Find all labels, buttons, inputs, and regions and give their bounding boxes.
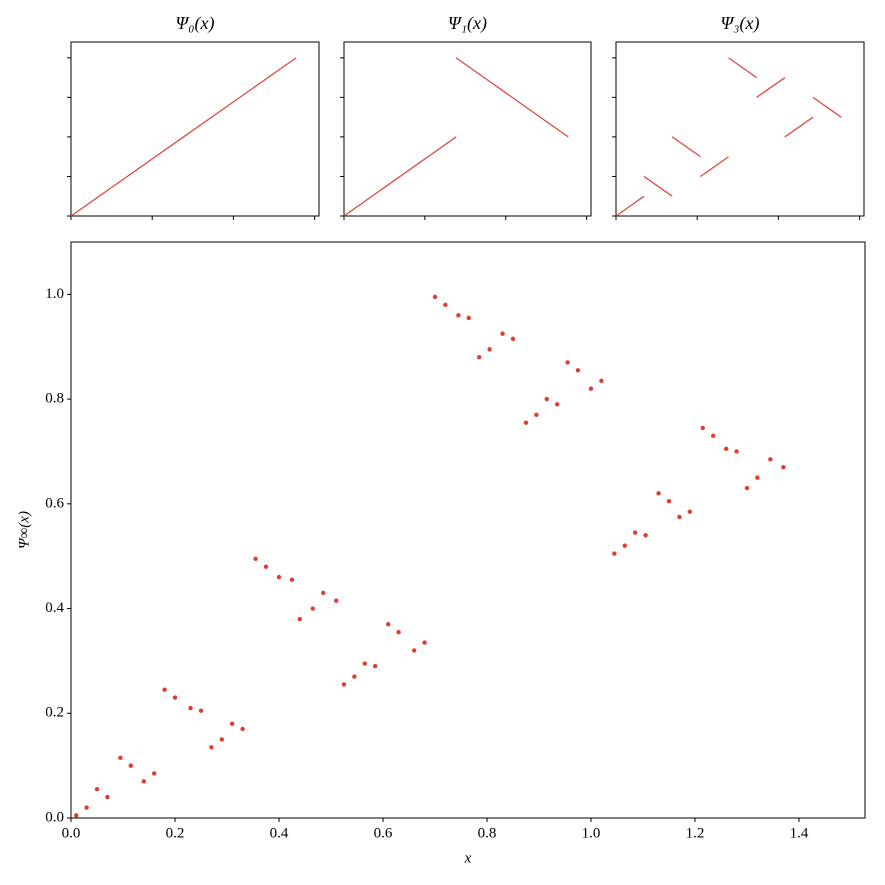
data-point: [151, 771, 157, 776]
chart-title: Ψ₃(x): [721, 13, 760, 34]
data-point: [443, 302, 448, 308]
x-tick-label: 0.2: [166, 825, 185, 841]
data-point: [500, 331, 505, 336]
data-point: [320, 590, 326, 596]
data-point: [73, 813, 79, 818]
data-point: [276, 574, 282, 580]
data-point: [588, 386, 594, 391]
data-point: [341, 682, 347, 687]
data-point: [297, 616, 302, 622]
data-point: [755, 475, 760, 480]
data-point: [172, 695, 178, 700]
chart-title: Ψ₀(x): [176, 13, 215, 34]
data-point: [723, 446, 729, 452]
data-point: [487, 347, 492, 352]
x-tick-label: 0.0: [62, 825, 81, 841]
data-point: [781, 464, 786, 470]
data-point: [411, 648, 417, 653]
data-point: [687, 509, 692, 514]
data-point: [734, 449, 739, 454]
line-segment: [784, 116, 814, 138]
data-point: [554, 402, 560, 407]
data-point: [263, 564, 269, 569]
data-point: [643, 533, 648, 538]
data-point: [523, 420, 529, 425]
data-point: [422, 640, 427, 645]
x-tick-label: 0.4: [270, 825, 289, 841]
data-point: [128, 763, 133, 768]
data-point: [599, 378, 604, 383]
data-point: [198, 708, 204, 713]
line-segment: [343, 136, 457, 217]
data-point: [622, 543, 627, 548]
data-point: [534, 412, 539, 417]
data-point: [396, 629, 401, 635]
data-point: [219, 737, 224, 742]
data-point: [510, 336, 516, 342]
line-segment: [812, 96, 842, 118]
data-point: [352, 674, 357, 679]
data-point: [768, 457, 773, 462]
data-point: [94, 787, 100, 792]
x-tick-label: 1.2: [686, 825, 705, 841]
y-tick-label: 1.0: [45, 286, 64, 302]
data-point: [310, 606, 315, 611]
line-segment: [643, 175, 673, 197]
y-tick-label: 0.4: [45, 600, 64, 616]
data-point: [565, 360, 570, 365]
line-segment: [455, 57, 569, 138]
data-point: [253, 556, 258, 561]
data-point: [612, 551, 617, 556]
y-tick-label: 0.8: [45, 391, 64, 407]
data-point: [118, 755, 123, 760]
line-segment: [700, 156, 729, 177]
data-point: [362, 661, 367, 666]
data-point: [188, 705, 193, 711]
data-point: [677, 514, 682, 520]
x-tick-label: 0.8: [478, 825, 497, 841]
data-point: [209, 745, 214, 750]
y-axis-label: Ψ∞(x): [16, 511, 32, 549]
data-point: [84, 805, 89, 810]
data-point: [105, 794, 110, 800]
data-point: [466, 315, 471, 321]
data-point: [575, 368, 581, 373]
x-tick-label: 1.0: [582, 825, 601, 841]
data-point: [333, 598, 339, 603]
data-point: [476, 355, 482, 360]
line-segment: [728, 57, 757, 79]
data-point: [229, 721, 235, 726]
line-segment: [615, 195, 645, 217]
data-point: [744, 485, 750, 491]
data-point: [700, 425, 705, 431]
data-point: [372, 663, 378, 669]
data-point: [432, 294, 438, 300]
line-segment: [671, 136, 701, 158]
data-point: [632, 530, 638, 535]
y-tick-label: 0.0: [45, 809, 64, 825]
chart-title: Ψ₁(x): [448, 13, 487, 34]
data-point: [456, 313, 461, 318]
plot-frame: [615, 41, 865, 217]
data-point: [289, 577, 295, 582]
x-tick-label: 0.6: [374, 825, 393, 841]
plot-frame: [343, 41, 592, 217]
data-point: [385, 622, 391, 627]
line-segment: [70, 57, 297, 217]
plot-frame: [70, 241, 866, 819]
plot-frame: [70, 41, 320, 217]
data-point: [141, 779, 146, 784]
x-tick-label: 1.4: [790, 825, 809, 841]
data-point: [656, 491, 661, 496]
y-tick-label: 0.2: [45, 705, 64, 721]
data-point: [666, 499, 672, 504]
x-axis-label: x: [464, 850, 472, 866]
data-point: [710, 433, 716, 438]
data-point: [240, 726, 245, 732]
line-segment: [756, 77, 786, 98]
y-tick-label: 0.6: [45, 495, 64, 511]
data-point: [162, 687, 167, 692]
data-point: [544, 396, 549, 402]
